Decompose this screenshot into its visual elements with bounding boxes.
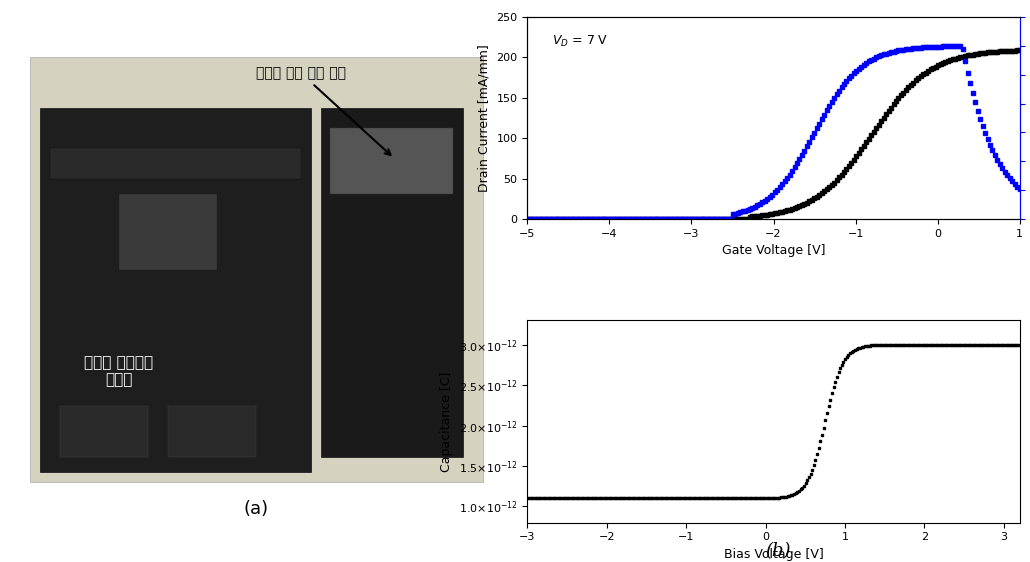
Text: 반도체 특성 분석 장치: 반도체 특성 분석 장치	[256, 66, 390, 155]
Bar	[320, 108, 464, 457]
Text: (a): (a)	[244, 500, 269, 518]
Y-axis label: Drain Current [mA/mm]: Drain Current [mA/mm]	[478, 44, 491, 192]
Y-axis label: Capacitance [C]: Capacitance [C]	[440, 371, 453, 472]
X-axis label: Gate Voltage [V]: Gate Voltage [V]	[722, 244, 825, 257]
Bar	[60, 406, 148, 457]
Bar	[30, 57, 483, 482]
X-axis label: Bias Voltage [V]: Bias Voltage [V]	[724, 548, 823, 561]
Text: 프로브 스테이션
시스템: 프로브 스테이션 시스템	[84, 355, 153, 387]
Text: (b): (b)	[765, 542, 790, 560]
Bar	[331, 128, 453, 194]
Bar	[118, 194, 217, 270]
Text: $V_D$ = 7 V: $V_D$ = 7 V	[552, 34, 609, 49]
Bar	[49, 148, 301, 179]
Bar	[40, 108, 311, 472]
Bar	[168, 406, 256, 457]
